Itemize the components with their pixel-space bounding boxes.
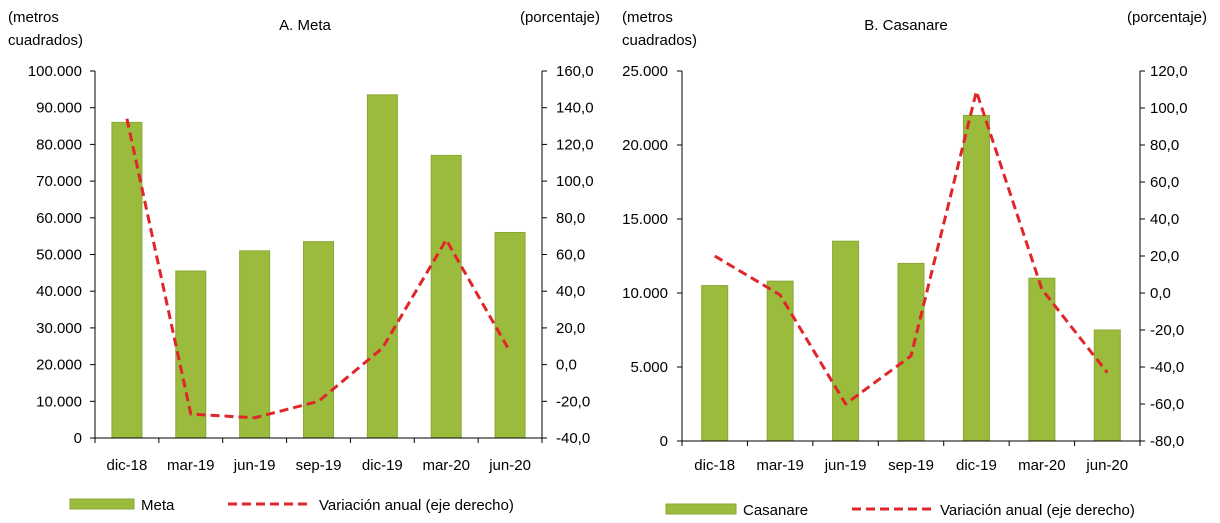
y-left-tick-label: 20.000 (36, 357, 82, 374)
y-left-tick-label: 0 (74, 430, 82, 447)
y-right-tick-label: 120,0 (1150, 63, 1188, 80)
bar (766, 280, 794, 442)
y-right-tick-label: 0,0 (556, 357, 577, 374)
bar (111, 121, 143, 439)
bar (832, 240, 860, 442)
y-left-tick-label: 40.000 (36, 283, 82, 300)
y-left-tick-label: 60.000 (36, 210, 82, 227)
y-right-tick-label: -20,0 (556, 393, 590, 410)
bar (701, 285, 729, 442)
y-left-tick-label: 50.000 (36, 247, 82, 264)
y-right-tick-label: 20,0 (556, 320, 585, 337)
series-line-variacion (713, 89, 1109, 406)
x-tick-label: mar-20 (422, 457, 470, 474)
y-left-tick-label: 5.000 (630, 359, 668, 376)
y-left-tick-label: 70.000 (36, 173, 82, 190)
y-left-tick-label: 100.000 (28, 63, 82, 80)
y-right-tick-label: 0,0 (1150, 285, 1171, 302)
bar (1093, 329, 1121, 442)
x-tick-label: dic-18 (694, 457, 735, 474)
x-tick-label: mar-19 (167, 457, 215, 474)
y-axis-left-label: cuadrados) (622, 32, 697, 49)
x-tick-label: mar-20 (1018, 457, 1066, 474)
x-tick-label: jun-20 (488, 457, 531, 474)
y-right-tick-label: -40,0 (556, 430, 590, 447)
x-tick-label: dic-18 (106, 457, 147, 474)
y-right-tick-label: 100,0 (556, 173, 594, 190)
y-right-tick-label: -80,0 (1150, 433, 1184, 450)
bar (430, 154, 462, 439)
legend-bar-label: Casanare (743, 502, 808, 519)
y-right-tick-label: 60,0 (556, 247, 585, 264)
y-right-tick-label: 60,0 (1150, 174, 1179, 191)
y-left-tick-label: 30.000 (36, 320, 82, 337)
y-right-tick-label: 160,0 (556, 63, 594, 80)
y-left-tick-label: 15.000 (622, 211, 668, 228)
x-tick-label: jun-19 (824, 457, 867, 474)
y-right-tick-label: 80,0 (556, 210, 585, 227)
y-right-tick-label: 140,0 (556, 100, 594, 117)
y-left-tick-label: 10.000 (36, 393, 82, 410)
x-tick-label: sep-19 (296, 457, 342, 474)
y-left-tick-label: 10.000 (622, 285, 668, 302)
y-left-tick-label: 25.000 (622, 63, 668, 80)
y-right-tick-label: -60,0 (1150, 396, 1184, 413)
legend-bar-label: Meta (141, 497, 175, 514)
legend-bar-swatch (665, 503, 737, 515)
y-right-tick-label: 40,0 (556, 283, 585, 300)
y-left-tick-label: 90.000 (36, 100, 82, 117)
chart-panel-meta: A. Meta (metros cuadrados) (porcentaje) 0 10.… (8, 9, 600, 514)
y-right-tick-label: -20,0 (1150, 322, 1184, 339)
chart-title: A. Meta (279, 17, 331, 34)
y-axis-left-label: cuadrados) (8, 32, 83, 49)
x-tick-label: dic-19 (956, 457, 997, 474)
chart-title: B. Casanare (864, 17, 947, 34)
y-left-tick-label: 80.000 (36, 136, 82, 153)
y-right-tick-label: -40,0 (1150, 359, 1184, 376)
bar (239, 250, 271, 439)
y-axis-right-label: (porcentaje) (1127, 9, 1207, 26)
y-right-tick-label: 80,0 (1150, 137, 1179, 154)
legend-line-label: Variación anual (eje derecho) (319, 497, 514, 514)
x-tick-label: jun-19 (233, 457, 276, 474)
bar (962, 114, 990, 442)
y-axis-right-label: (porcentaje) (520, 9, 600, 26)
y-right-tick-label: 40,0 (1150, 211, 1179, 228)
bar (366, 94, 398, 439)
series-line-variacion (125, 118, 512, 420)
bar (1028, 277, 1056, 442)
x-tick-label: jun-20 (1085, 457, 1128, 474)
y-left-tick-label: 0 (660, 433, 668, 450)
y-right-tick-label: 100,0 (1150, 100, 1188, 117)
y-right-tick-label: 120,0 (556, 136, 594, 153)
y-axis-left-label: (metros (622, 9, 673, 26)
y-axis-left-label: (metros (8, 9, 59, 26)
x-tick-label: dic-19 (362, 457, 403, 474)
x-tick-label: mar-19 (756, 457, 804, 474)
y-left-tick-label: 20.000 (622, 137, 668, 154)
legend-bar-swatch (69, 498, 135, 510)
y-right-tick-label: 20,0 (1150, 248, 1179, 265)
bar (303, 241, 334, 439)
chart-panel-casanare: B. Casanare (metros cuadrados) (porcentaje)… (622, 9, 1207, 519)
legend-line-label: Variación anual (eje derecho) (940, 502, 1135, 519)
x-tick-label: sep-19 (888, 457, 934, 474)
